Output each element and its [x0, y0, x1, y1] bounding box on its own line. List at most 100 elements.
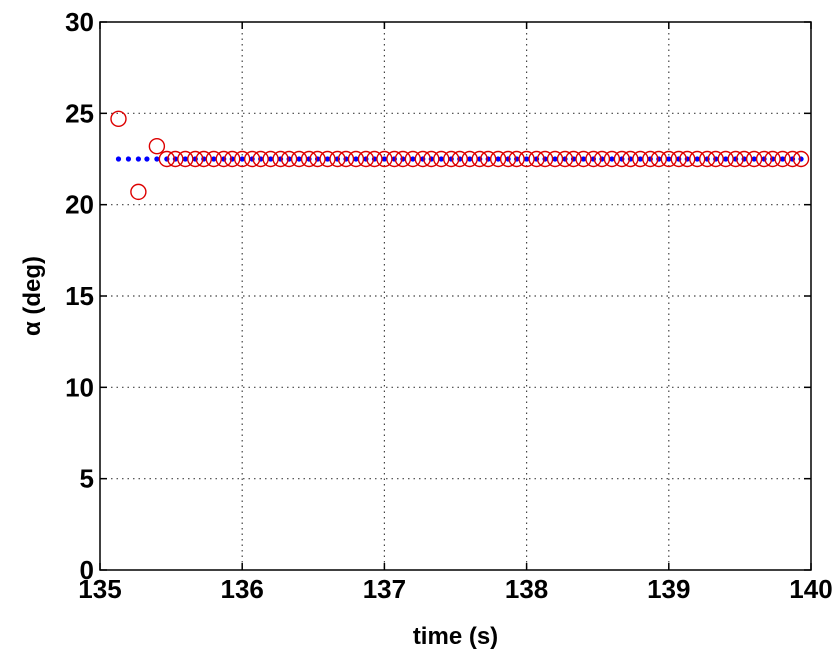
circle-point — [158, 150, 176, 168]
circle-point — [309, 150, 326, 168]
circle-point — [195, 150, 213, 168]
dot-point — [694, 156, 700, 162]
dot-point — [609, 156, 615, 162]
circle-point — [546, 150, 564, 168]
dot-point — [552, 156, 558, 162]
dot-point — [239, 156, 245, 162]
circle-point — [499, 150, 517, 168]
circle-point — [110, 110, 127, 128]
circle-point — [461, 150, 478, 168]
dot-point — [324, 156, 331, 162]
circle-point — [280, 150, 298, 168]
circle-point — [670, 150, 687, 168]
circle-point — [215, 150, 232, 168]
dot-point — [467, 156, 473, 162]
circle-point — [233, 150, 251, 168]
circle-point — [727, 150, 744, 168]
data-series — [110, 110, 810, 201]
circle-point — [707, 150, 724, 168]
y-tick-label: 30 — [65, 7, 94, 37]
dot-point — [268, 156, 274, 162]
circle-point — [252, 150, 269, 168]
x-tick-label: 137 — [363, 574, 406, 604]
circle-point — [650, 150, 668, 168]
y-tick-label: 5 — [80, 464, 94, 494]
circle-point — [423, 150, 440, 168]
circle-point — [187, 150, 204, 168]
dot-point — [144, 156, 150, 162]
dot-point — [135, 156, 141, 162]
dot-point — [723, 156, 729, 162]
circle-point — [764, 150, 781, 168]
circle-point — [689, 150, 706, 168]
circle-point — [556, 150, 574, 168]
circle-point — [603, 150, 621, 168]
dot-point — [125, 156, 132, 162]
circle-point — [622, 150, 639, 168]
tick-marks — [99, 21, 812, 571]
dot-point — [779, 156, 786, 162]
circle-point — [130, 183, 147, 201]
dot-point — [751, 156, 757, 162]
circle-point — [433, 150, 450, 168]
circle-point — [337, 150, 355, 168]
dot-point — [154, 156, 160, 162]
y-tick-label: 10 — [65, 372, 94, 402]
circle-point — [167, 150, 184, 168]
circle-point — [471, 150, 488, 168]
circle-point — [679, 150, 696, 168]
circle-point — [518, 150, 535, 168]
circle-point — [784, 150, 801, 168]
dot-point — [495, 156, 501, 162]
circle-point — [632, 150, 649, 168]
circle-point — [243, 150, 261, 168]
circle-point — [319, 150, 336, 168]
circle-point — [528, 150, 545, 168]
circle-point — [357, 150, 375, 168]
circle-point — [451, 150, 468, 168]
x-tick-label: 138 — [505, 574, 548, 604]
circle-point — [735, 150, 753, 168]
circle-point — [536, 150, 554, 168]
circle-point — [489, 150, 507, 168]
plot-area-frame — [99, 21, 812, 571]
y-tick-label: 20 — [65, 190, 94, 220]
y-tick-labels: 0 5 10 15 20 25 30 — [65, 7, 94, 585]
grid-lines — [100, 22, 811, 570]
dot-point — [666, 156, 672, 162]
dot-point — [182, 156, 188, 162]
circle-point — [376, 150, 393, 168]
circle-point — [774, 150, 791, 168]
dot-point — [381, 156, 387, 162]
circle-point — [347, 150, 365, 168]
circle-point — [329, 150, 346, 168]
x-tick-label: 136 — [221, 574, 264, 604]
dot-point — [115, 156, 122, 162]
dot-point — [211, 156, 217, 162]
circle-point — [593, 150, 611, 168]
circle-point — [300, 150, 318, 168]
circle-point — [404, 150, 422, 168]
circle-point — [443, 150, 460, 168]
circle-point — [660, 150, 677, 168]
circle-point — [745, 150, 763, 168]
circle-point — [792, 150, 810, 168]
circle-point — [698, 150, 716, 168]
dot-point — [637, 156, 643, 162]
y-axis-label: α (deg) — [19, 256, 46, 336]
y-tick-label: 0 — [80, 555, 94, 585]
circle-point — [177, 150, 194, 168]
x-tick-label: 140 — [789, 574, 832, 604]
dot-point — [410, 156, 416, 162]
circle-point — [148, 138, 166, 155]
circle-series — [110, 110, 810, 201]
circle-point — [224, 150, 241, 168]
circle-point — [575, 150, 592, 168]
circle-point — [272, 150, 289, 168]
dot-point — [524, 156, 530, 162]
circle-point — [366, 150, 383, 168]
circle-point — [290, 150, 308, 168]
x-axis-label: time (s) — [413, 623, 498, 650]
circle-point — [585, 150, 602, 168]
